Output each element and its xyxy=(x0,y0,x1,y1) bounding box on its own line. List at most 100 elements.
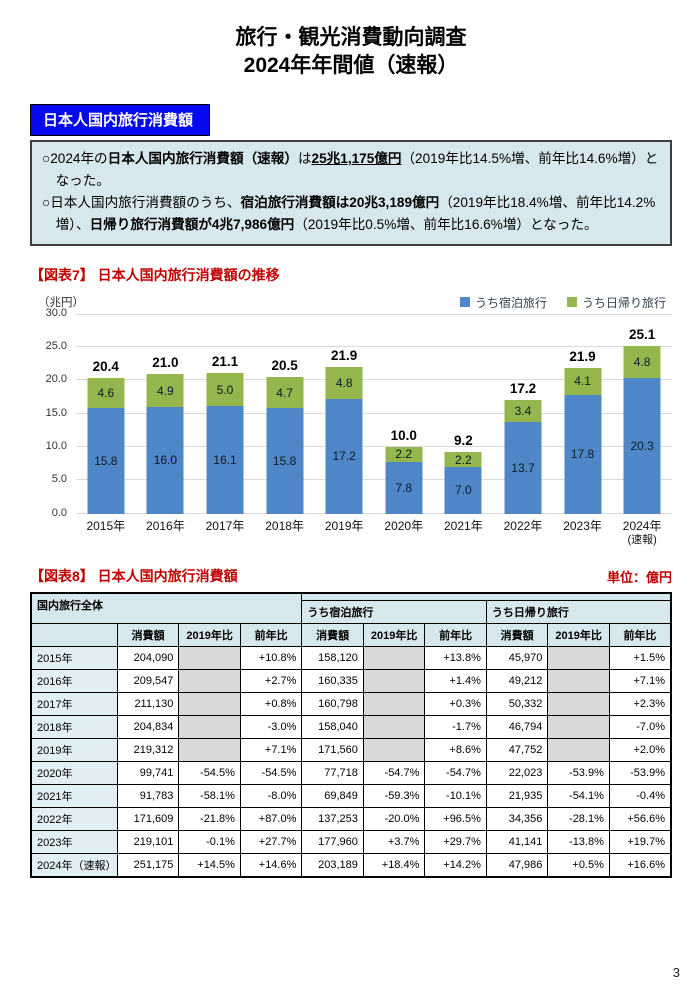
consumption-trend-chart: （兆円） うち宿泊旅行 うち日帰り旅行 0.0 5.0 10.0 15.0 20.0 25.… xyxy=(30,294,672,548)
summary-text-segment: 日帰り旅行消費額が4兆7,986億円 xyxy=(89,217,295,233)
figure8-title: 【図表8】 日本人国内旅行消費額 xyxy=(30,568,238,585)
table-value-cell: 160,798 xyxy=(301,692,364,717)
table-column-header: 消費額 xyxy=(485,623,549,648)
y-axis-tick-label: 10.0 xyxy=(45,439,67,452)
stacked-bar: 5.0 16.1 xyxy=(206,372,244,514)
table-value-cell: +0.3% xyxy=(424,692,487,717)
table-na-cell xyxy=(362,646,426,671)
stacked-bar: 2.2 7.8 xyxy=(385,446,423,514)
table-value-cell: +2.3% xyxy=(608,692,672,717)
table-value-cell: 91,783 xyxy=(116,784,180,809)
y-axis-tick-label: 5.0 xyxy=(51,473,67,486)
chart-gridline xyxy=(76,479,672,481)
bar-segment-daytrip: 4.7 xyxy=(266,376,304,409)
table-value-cell: 204,090 xyxy=(116,646,180,671)
bar-total-label: 21.0 xyxy=(152,355,179,371)
table-header-spacer xyxy=(301,592,672,602)
table-na-cell xyxy=(547,669,610,694)
section-banner: 日本人国内旅行消費額 xyxy=(30,104,211,137)
legend-color-swatch xyxy=(566,297,577,307)
bar-total-label: 21.9 xyxy=(331,347,358,363)
chart-gridline xyxy=(76,345,672,347)
table-group-header: 国内旅行全体 xyxy=(30,592,303,625)
table-unit-label: 単位：億円 xyxy=(606,570,672,586)
table-value-cell: 45,970 xyxy=(485,646,549,671)
table-na-cell xyxy=(362,669,426,694)
table-value-cell: +1.4% xyxy=(424,669,487,694)
table-value-cell: +56.6% xyxy=(608,807,672,832)
summary-text-segment: （2019年比0.5%増、前年比16.6%増）となった。 xyxy=(294,217,598,233)
consumption-data-table: 国内旅行全体 うち宿泊旅行 うち日帰り旅行 消費額 2019年比 前年比 消費額 2019年比… xyxy=(30,592,672,879)
stacked-bar: 2.2 7.0 xyxy=(444,452,482,514)
table-value-cell: +14.6% xyxy=(239,853,303,878)
bar-segment-daytrip: 4.8 xyxy=(325,366,363,399)
table-na-cell xyxy=(547,738,610,763)
bar-segment-daytrip: 4.1 xyxy=(564,367,602,395)
table-value-cell: 137,253 xyxy=(301,807,364,832)
bar-segment-daytrip: 5.0 xyxy=(206,372,244,407)
table-value-cell: +7.1% xyxy=(608,669,672,694)
table-value-cell: -54.5% xyxy=(178,761,241,786)
table-na-cell xyxy=(547,646,610,671)
table-value-cell: 21,935 xyxy=(485,784,549,809)
table-value-cell: 47,752 xyxy=(485,738,549,763)
summary-text-segment: （2019年比18.4%増、前年比14.2%増）、 xyxy=(55,195,656,233)
table-column-header: 前年比 xyxy=(608,623,672,648)
page-number: 3 xyxy=(672,965,680,980)
table-year-cell: 2018年 xyxy=(30,715,118,740)
table-row: 2020年 99,741 -54.5% -54.5% 77,718 -54.7% -54.7… xyxy=(30,761,672,786)
bar-slot: 3.4 13.7 17.2 xyxy=(493,314,553,514)
table-year-cell: 2020年 xyxy=(30,761,118,786)
x-axis-category-label: 2023年 xyxy=(563,518,602,533)
stacked-bar: 3.4 13.7 xyxy=(504,399,542,514)
table-value-cell: -59.3% xyxy=(362,784,426,809)
y-axis-tick-label: 30.0 xyxy=(45,306,67,319)
table-value-cell: 158,120 xyxy=(301,646,364,671)
bar-slot: 4.8 20.3 25.1 xyxy=(612,314,672,514)
summary-text-segment: は xyxy=(297,151,312,167)
chart-x-axis: 2015年 2016年 2017年 2018年 2019年 2020年 2021年 2022年… xyxy=(76,519,672,548)
table-na-cell xyxy=(362,738,426,763)
figure8-title-row: 【図表8】 日本人国内旅行消費額 単位：億円 xyxy=(30,566,672,586)
table-value-cell: -8.0% xyxy=(239,784,303,809)
table-row: 2015年 204,090 +10.8% 158,120 +13.8% 45,970 +1.… xyxy=(30,646,672,671)
table-value-cell: -0.1% xyxy=(178,830,241,855)
table-value-cell: +2.0% xyxy=(608,738,672,763)
table-value-cell: -20.0% xyxy=(362,807,426,832)
bar-total-label: 17.2 xyxy=(509,380,537,396)
bar-segment-overnight: 13.7 xyxy=(504,422,542,514)
chart-gridline xyxy=(76,512,672,514)
table-value-cell: 177,960 xyxy=(301,830,364,855)
table-value-cell: +7.1% xyxy=(239,738,303,763)
table-na-cell xyxy=(178,646,241,671)
table-na-cell xyxy=(178,738,241,763)
bar-total-label: 20.5 xyxy=(271,357,298,373)
table-value-cell: +3.7% xyxy=(362,830,426,855)
table-value-cell: 47,986 xyxy=(485,853,549,878)
document-title-line1: 旅行・観光消費動向調査 xyxy=(235,26,467,49)
table-value-cell: -54.5% xyxy=(239,761,303,786)
bar-slot: 4.1 17.8 21.9 xyxy=(553,314,613,514)
table-value-cell: 171,560 xyxy=(301,738,364,763)
table-value-cell: 50,332 xyxy=(485,692,549,717)
bar-total-label: 9.2 xyxy=(453,433,473,449)
report-page: 旅行・観光消費動向調査 2024年年間値（速報） 日本人国内旅行消費額 ○202… xyxy=(30,26,672,879)
bar-segment-overnight: 15.8 xyxy=(87,408,125,514)
x-axis-category-label: 2015年 xyxy=(86,518,126,533)
table-row: 2023年 219,101 -0.1% +27.7% 177,960 +3.7% +29.7… xyxy=(30,830,672,855)
table-value-cell: -3.0% xyxy=(239,715,303,740)
bar-series-container: 4.6 15.8 20.4 4.9 16.0 21.0 5.0 16.1 21.1 4.7 15.8… xyxy=(76,314,672,514)
table-value-cell: -10.1% xyxy=(424,784,487,809)
table-na-cell xyxy=(178,715,241,740)
table-value-cell: +19.7% xyxy=(608,830,672,855)
stacked-bar: 4.1 17.8 xyxy=(564,367,602,514)
table-value-cell: +0.5% xyxy=(547,853,610,878)
table-value-cell: +8.6% xyxy=(424,738,487,763)
table-value-cell: 41,141 xyxy=(485,830,549,855)
table-value-cell: -54.7% xyxy=(424,761,487,786)
table-year-cell: 2019年 xyxy=(30,738,118,763)
table-year-cell: 2017年 xyxy=(30,692,118,717)
legend-item: うち日帰り旅行 xyxy=(566,294,666,311)
table-row: 2024年（速報） 251,175 +14.5% +14.6% 203,189 +18.4… xyxy=(30,853,672,878)
bar-total-label: 25.1 xyxy=(629,327,656,343)
